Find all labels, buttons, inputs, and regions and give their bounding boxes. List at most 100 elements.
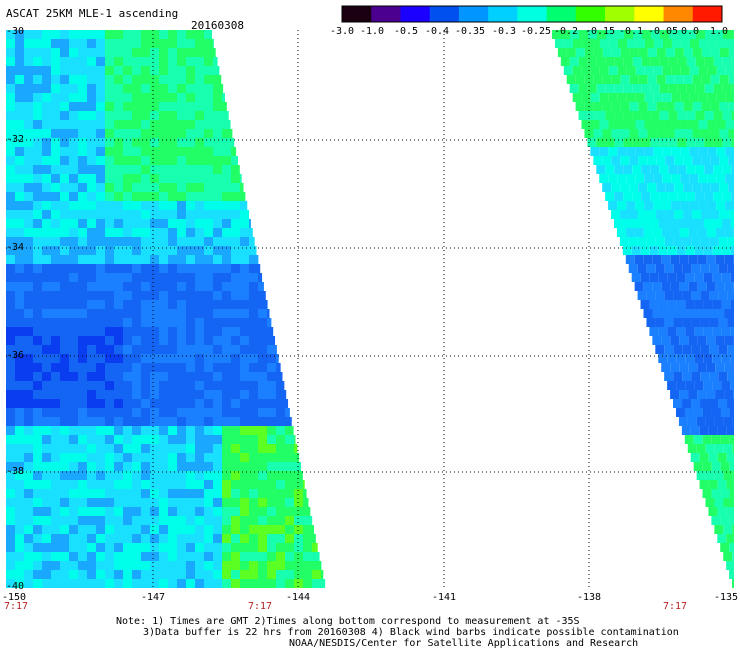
swath-cell (159, 507, 168, 516)
swath-cell (699, 480, 709, 489)
swath-cell (186, 552, 195, 561)
swath-cell (213, 192, 222, 201)
swath-cell (710, 210, 720, 219)
colorbar-tick: -0.1 (618, 26, 644, 37)
swath-cell (78, 372, 87, 381)
swath-cell (105, 246, 114, 255)
swath-cell (105, 507, 114, 516)
swath-cell (6, 246, 15, 255)
swath-cell (731, 165, 734, 174)
swath-cell (96, 264, 105, 273)
swath-cell (114, 219, 123, 228)
swath-cell (637, 237, 647, 246)
swath-cell (709, 291, 719, 300)
swath-cell (60, 525, 69, 534)
swath-cell (87, 84, 96, 93)
swath-cell (677, 84, 687, 93)
swath-cell (222, 462, 231, 471)
swath-cell (42, 534, 51, 543)
swath-cell (114, 30, 123, 39)
swath-cell (724, 309, 734, 318)
swath-cell (42, 120, 51, 129)
swath-cell (258, 327, 267, 336)
swath-cell (15, 30, 24, 39)
swath-cell (614, 111, 624, 120)
swath-cell (605, 84, 615, 93)
swath-cell (204, 30, 212, 39)
swath-cell (204, 534, 213, 543)
swath-cell (222, 165, 231, 174)
swath-cell (123, 462, 132, 471)
swath-cell (688, 309, 698, 318)
swath-cell (667, 219, 677, 228)
swath-cell (665, 210, 675, 219)
swath-cell (24, 228, 33, 237)
swath-cell (24, 273, 33, 282)
swath-cell (87, 345, 96, 354)
swath-cell (258, 570, 267, 579)
swath-cell (258, 444, 267, 453)
swath-cell (51, 57, 60, 66)
lat-label: -30 (6, 26, 25, 37)
swath-cell (60, 30, 69, 39)
swath-cell (303, 579, 312, 588)
swath-cell (680, 39, 690, 48)
swath-cell (51, 66, 60, 75)
swath-cell (312, 570, 321, 579)
swath-cell (655, 237, 665, 246)
swath-cell (195, 363, 204, 372)
swath-cell (78, 120, 87, 129)
swath-cell (78, 435, 87, 444)
colorbar-swatch (429, 6, 460, 22)
swath-cell (632, 84, 642, 93)
swath-cell (258, 300, 267, 309)
swath-cell (60, 534, 69, 543)
swath-cell (714, 525, 724, 534)
swath-cell (186, 39, 195, 48)
swath-cell (732, 525, 734, 534)
swath-cell (671, 93, 681, 102)
swath-cell (78, 228, 87, 237)
swath-cell (177, 345, 186, 354)
swath-cell (303, 507, 311, 516)
swath-cell (159, 579, 168, 588)
swath-cell (665, 129, 675, 138)
swath-cell (213, 291, 222, 300)
swath-cell (60, 291, 69, 300)
swath-cell (285, 408, 290, 417)
swath-cell (222, 570, 231, 579)
swath-cell (660, 30, 669, 39)
swath-cell (159, 489, 168, 498)
swath-cell (141, 102, 150, 111)
swath-cell (69, 390, 78, 399)
swath-cell (673, 399, 683, 408)
colorbar-tick: 1.0 (709, 26, 729, 37)
swath-cell (267, 336, 276, 345)
swath-cell (650, 111, 660, 120)
swath-cell (87, 435, 96, 444)
swath-cell (105, 390, 114, 399)
swath-cell (105, 417, 114, 426)
swath-cell (42, 336, 51, 345)
swath-cell (123, 273, 132, 282)
swath-cell (729, 462, 734, 471)
swath-cell (656, 210, 666, 219)
swath-cell (132, 291, 141, 300)
swath-cell (240, 462, 249, 471)
swath-cell (24, 201, 33, 210)
swath-cell (718, 237, 728, 246)
swath-cell (231, 534, 240, 543)
swath-cell (690, 426, 700, 435)
swath-cell (195, 309, 204, 318)
swath-cell (718, 264, 728, 273)
swath-cell (114, 372, 123, 381)
swath-cell (195, 138, 204, 147)
swath-cell (213, 363, 222, 372)
swath-cell (150, 228, 159, 237)
swath-cell (186, 102, 195, 111)
swath-cell (159, 345, 168, 354)
swath-cell (69, 327, 78, 336)
swath-cell (87, 300, 96, 309)
swath-cell (150, 534, 159, 543)
swath-cell (60, 489, 69, 498)
